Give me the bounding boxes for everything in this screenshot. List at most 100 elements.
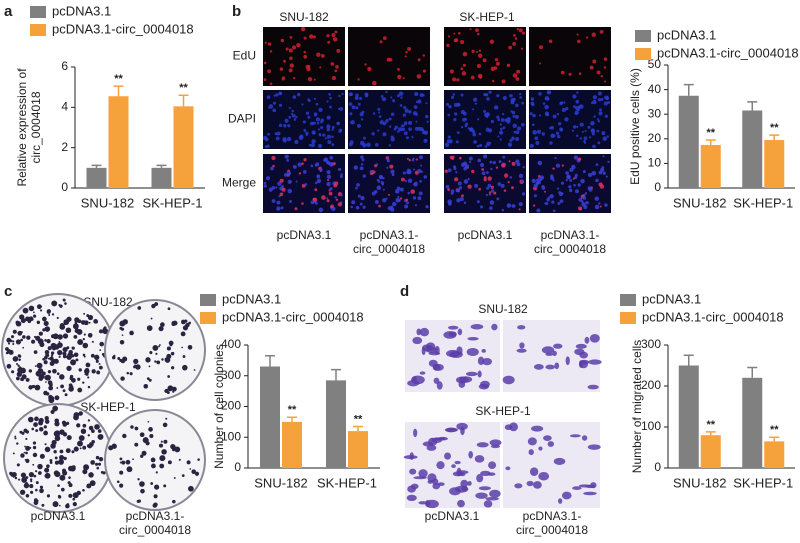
colony xyxy=(57,334,63,340)
colony xyxy=(87,385,91,389)
colony xyxy=(22,307,29,314)
migrated-cell xyxy=(583,491,597,496)
cell-dot xyxy=(483,110,487,114)
cell-dot xyxy=(550,175,555,180)
colony xyxy=(82,342,89,349)
colony xyxy=(71,465,76,470)
cell-dot xyxy=(602,171,606,175)
colony xyxy=(72,497,76,501)
cell-dot xyxy=(579,122,584,127)
colony xyxy=(78,435,85,441)
colony xyxy=(171,447,176,452)
cell-dot xyxy=(280,38,285,43)
bar xyxy=(742,110,763,188)
colony xyxy=(73,325,77,329)
cell-dot xyxy=(449,69,454,74)
cell-dot xyxy=(417,196,422,201)
colony xyxy=(122,328,125,331)
cell-dot xyxy=(493,105,499,110)
cell-dot xyxy=(326,115,331,120)
cell-dot xyxy=(582,170,586,174)
colony xyxy=(96,466,100,470)
cell-dot xyxy=(584,192,588,195)
bar xyxy=(173,106,194,188)
colony xyxy=(53,358,59,364)
cell-dot xyxy=(579,207,583,211)
cell-dot xyxy=(561,164,565,167)
cell-dot xyxy=(589,65,594,70)
cell-dot xyxy=(351,200,356,205)
cell-dot xyxy=(327,140,332,145)
migrated-cell xyxy=(407,485,416,493)
migrated-cell xyxy=(569,434,581,438)
colony xyxy=(158,326,164,332)
cell-dot xyxy=(581,202,586,207)
colony xyxy=(46,309,51,314)
colony xyxy=(135,364,141,370)
cell-dot xyxy=(460,93,464,97)
cell-dot xyxy=(291,45,297,50)
error-bar xyxy=(747,366,758,378)
cell-dot xyxy=(460,162,466,167)
colony xyxy=(14,476,18,480)
cell-dot xyxy=(521,192,526,196)
colony xyxy=(50,354,54,357)
colony xyxy=(35,335,41,341)
cell-dot xyxy=(537,160,543,166)
cell-dot xyxy=(291,113,296,118)
colony xyxy=(82,445,87,450)
error-bar xyxy=(683,83,694,96)
cell-dot xyxy=(445,102,450,107)
cell-dot xyxy=(398,127,403,132)
column-label: pcDNA3.1- xyxy=(126,509,185,523)
cell-dot xyxy=(268,106,271,109)
colony xyxy=(77,339,84,346)
colony xyxy=(62,389,66,393)
cell-dot xyxy=(298,135,304,141)
cell-dot xyxy=(297,162,302,167)
cell-dot xyxy=(565,106,569,111)
colony xyxy=(62,468,67,473)
colony xyxy=(44,443,47,446)
migrated-cell xyxy=(528,449,534,456)
colony xyxy=(94,320,98,324)
cell-dot xyxy=(405,136,409,140)
cell-dot xyxy=(583,141,587,144)
cell-dot xyxy=(314,188,318,192)
cell-dot xyxy=(422,69,426,73)
cell-dot xyxy=(425,114,429,119)
cell-dot xyxy=(568,185,572,189)
colony xyxy=(87,332,93,338)
cell-dot xyxy=(371,191,376,196)
cell-dot xyxy=(311,139,316,144)
cell-dot xyxy=(469,28,472,31)
colony xyxy=(75,331,78,333)
cell-dot xyxy=(460,67,464,71)
colony xyxy=(158,344,161,346)
migrated-cell xyxy=(587,444,601,450)
cell-dot xyxy=(387,206,392,211)
cell-dot xyxy=(596,70,601,75)
cell-dot xyxy=(399,187,404,192)
colony xyxy=(30,490,34,494)
cell-dot xyxy=(470,75,475,80)
cell-dot xyxy=(316,174,321,179)
colony xyxy=(77,377,81,381)
cell-dot xyxy=(328,191,333,196)
cell-dot xyxy=(521,31,526,35)
cell-line-label: SNU-182 xyxy=(279,10,329,24)
colony xyxy=(18,366,22,370)
cell-dot xyxy=(271,199,276,203)
colony xyxy=(133,358,139,365)
colony xyxy=(64,393,68,397)
micrograph xyxy=(503,422,600,508)
error-bar xyxy=(769,436,780,442)
colony xyxy=(163,484,167,488)
cell-dot xyxy=(394,125,398,129)
colony xyxy=(170,351,175,356)
colony xyxy=(83,333,86,336)
colony xyxy=(129,330,134,336)
migrated-cell xyxy=(509,422,518,432)
colony xyxy=(99,365,103,370)
cell-dot xyxy=(278,91,283,96)
